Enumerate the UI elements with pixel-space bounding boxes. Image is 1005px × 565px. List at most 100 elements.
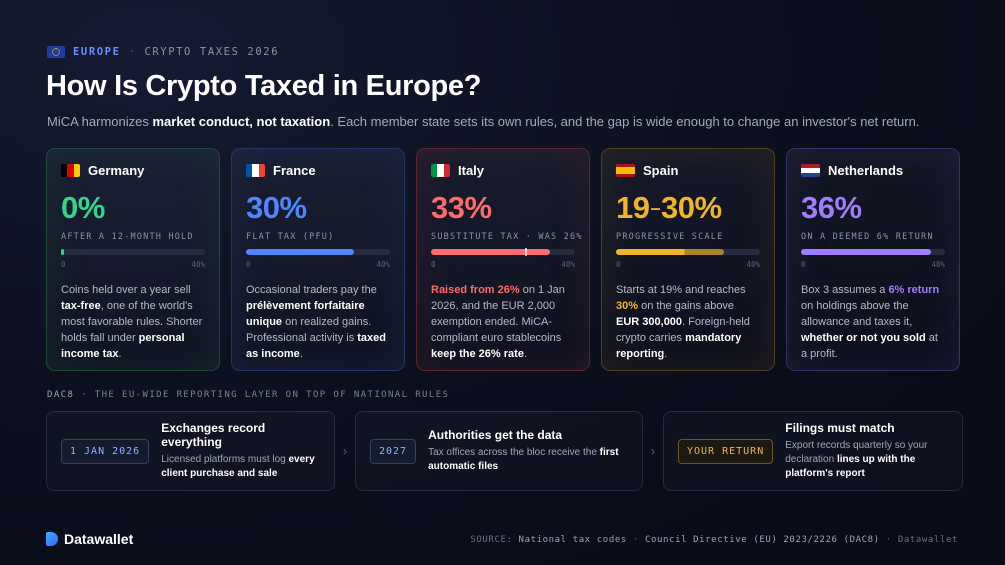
body-text: . bbox=[523, 347, 527, 360]
emphasis-text: tax-free bbox=[61, 299, 101, 312]
card-header: Spain bbox=[616, 163, 760, 178]
step-text: Licensed platforms must log every client… bbox=[161, 453, 320, 481]
emphasis-text: lines up with the platform's report bbox=[785, 454, 916, 479]
step-title: Authorities get the data bbox=[428, 428, 563, 442]
france-flag-icon bbox=[246, 164, 265, 177]
rate-bar bbox=[61, 249, 205, 255]
country-name: Germany bbox=[88, 163, 145, 178]
rate-bar-fill bbox=[801, 249, 931, 255]
tax-rate: 19–30% bbox=[616, 192, 760, 223]
rate-scale: 0 40% bbox=[61, 260, 205, 269]
rate-bar-fill bbox=[246, 249, 354, 255]
rate-scale: 0 40% bbox=[616, 260, 760, 269]
country-card-spain: Spain 19–30% PROGRESSIVE SCALE 0 40% Starts a… bbox=[601, 148, 775, 371]
chevron-right-icon: › bbox=[651, 444, 655, 458]
body-text: Occasional traders pay the bbox=[246, 284, 377, 296]
body-text: . Foreign-held crypto carries bbox=[616, 315, 750, 344]
emphasis-text: whether or not you sold bbox=[801, 331, 926, 344]
body-text: Export records quarterly so your declara… bbox=[785, 440, 928, 465]
step-text: Tax offices across the bloc receive the … bbox=[428, 446, 628, 474]
source-credit: SOURCE: National tax codes · Council Dir… bbox=[470, 535, 958, 545]
previous-rate-marker bbox=[524, 248, 527, 256]
step-badge: 1 JAN 2026 bbox=[61, 438, 150, 464]
card-description: Starts at 19% and reaches 30% on the gai… bbox=[616, 283, 760, 363]
card-header: Italy bbox=[431, 163, 575, 178]
step-body: Filings must match Export records quarter… bbox=[785, 421, 948, 481]
datawallet-logo-icon bbox=[46, 532, 58, 546]
page-title: How Is Crypto Taxed in Europe? bbox=[46, 70, 482, 102]
body-text: on 1 Jan 2026, and the EUR 2,000 exempti… bbox=[431, 284, 565, 344]
body-text: Box 3 assumes a bbox=[801, 284, 889, 296]
emphasis-text: taxed as income bbox=[246, 331, 387, 360]
body-text: , one of the world's most favorable rule… bbox=[61, 299, 203, 344]
rate-scale: 0 40% bbox=[431, 260, 575, 269]
tax-rate: 30% bbox=[246, 190, 307, 225]
emphasis-text: prélèvement forfaitaire unique bbox=[246, 299, 365, 328]
tax-rate: 36% bbox=[801, 190, 862, 225]
spain-flag-icon bbox=[616, 164, 635, 177]
body-text: Licensed platforms must log bbox=[161, 454, 289, 465]
body-text: . bbox=[299, 347, 303, 360]
step-body: Exchanges record everything Licensed plat… bbox=[161, 421, 320, 481]
body-text: Tax offices across the bloc receive the bbox=[428, 447, 600, 458]
subtitle-post: . Each member state sets its own rules, … bbox=[330, 114, 920, 129]
body-text: on holdings above the allowance and taxe… bbox=[801, 299, 913, 328]
body-text: . bbox=[118, 347, 122, 360]
rate-scale: 0 40% bbox=[246, 260, 390, 269]
tax-rate: 33% bbox=[431, 190, 492, 225]
scale-min: 0 bbox=[801, 260, 806, 269]
step-badge: 2027 bbox=[370, 438, 417, 464]
emphasis-text: EUR 300,000 bbox=[616, 315, 683, 328]
country-card-netherlands: Netherlands 36% ON A DEEMED 6% RETURN 0 40% B… bbox=[786, 148, 960, 371]
country-name: Spain bbox=[643, 163, 679, 178]
rate-bar-fill bbox=[431, 249, 550, 255]
emphasis-text: first automatic files bbox=[428, 447, 619, 472]
emphasis-text: keep the 26% rate bbox=[431, 347, 524, 360]
tax-rate-dash: – bbox=[650, 198, 660, 218]
source-credit-name: Datawallet bbox=[897, 535, 958, 545]
scale-min: 0 bbox=[246, 260, 251, 269]
emphasis-text: personal income tax bbox=[61, 331, 185, 360]
brand-logo: Datawallet bbox=[46, 531, 133, 547]
rate-bar bbox=[246, 249, 390, 255]
dac8-step: 1 JAN 2026 Exchanges record everything Lic… bbox=[46, 411, 335, 491]
source-label: SOURCE: bbox=[470, 535, 513, 545]
card-description: Raised from 26% on 1 Jan 2026, and the E… bbox=[431, 283, 575, 363]
scale-min: 0 bbox=[431, 260, 436, 269]
card-header: Netherlands bbox=[801, 163, 945, 178]
step-title: Filings must match bbox=[785, 421, 895, 435]
country-name: Netherlands bbox=[828, 163, 904, 178]
rate-bar-fill bbox=[616, 249, 724, 255]
brand-name: Datawallet bbox=[64, 531, 134, 547]
rate-label: SUBSTITUTE TAX · WAS 26% bbox=[431, 232, 583, 242]
scale-min: 0 bbox=[61, 260, 66, 269]
tax-rate-from: 19 bbox=[616, 190, 650, 225]
body-text: on the gains above bbox=[638, 299, 735, 312]
kicker-region: EUROPE bbox=[73, 46, 121, 58]
country-card-france: France 30% FLAT TAX (PFU) 0 40% Occasional tr… bbox=[231, 148, 405, 371]
emphasis-text: 6% return bbox=[888, 284, 940, 296]
eu-flag-icon bbox=[47, 46, 65, 58]
rate-label: PROGRESSIVE SCALE bbox=[616, 232, 724, 242]
step-body: Authorities get the data Tax offices acro… bbox=[428, 428, 628, 474]
rate-label: FLAT TAX (PFU) bbox=[246, 232, 335, 242]
scale-min: 0 bbox=[616, 260, 621, 269]
emphasis-text: 30% bbox=[616, 299, 639, 312]
source-separator: · bbox=[885, 535, 892, 545]
step-text: Export records quarterly so your declara… bbox=[785, 439, 948, 481]
section-separator: · bbox=[81, 390, 88, 400]
body-text: Coins held over a year sell bbox=[61, 284, 191, 296]
step-title: Exchanges record everything bbox=[161, 421, 266, 449]
rate-scale: 0 40% bbox=[801, 260, 945, 269]
country-cards: Germany 0% AFTER A 12-MONTH HOLD 0 40% Coins … bbox=[46, 148, 960, 371]
source-item: Council Directive (EU) 2023/2226 (DAC8) bbox=[644, 535, 880, 545]
rate-bar bbox=[431, 248, 575, 256]
dac8-step: 2027 Authorities get the data Tax offices … bbox=[355, 411, 643, 491]
scale-max: 40% bbox=[561, 260, 575, 269]
country-name: France bbox=[273, 163, 316, 178]
italy-flag-icon bbox=[431, 164, 450, 177]
body-text: Starts at 19% and reaches bbox=[616, 284, 746, 296]
country-card-germany: Germany 0% AFTER A 12-MONTH HOLD 0 40% Coins … bbox=[46, 148, 220, 371]
emphasis-text: every client purchase and sale bbox=[161, 454, 315, 479]
source-separator: · bbox=[632, 535, 639, 545]
